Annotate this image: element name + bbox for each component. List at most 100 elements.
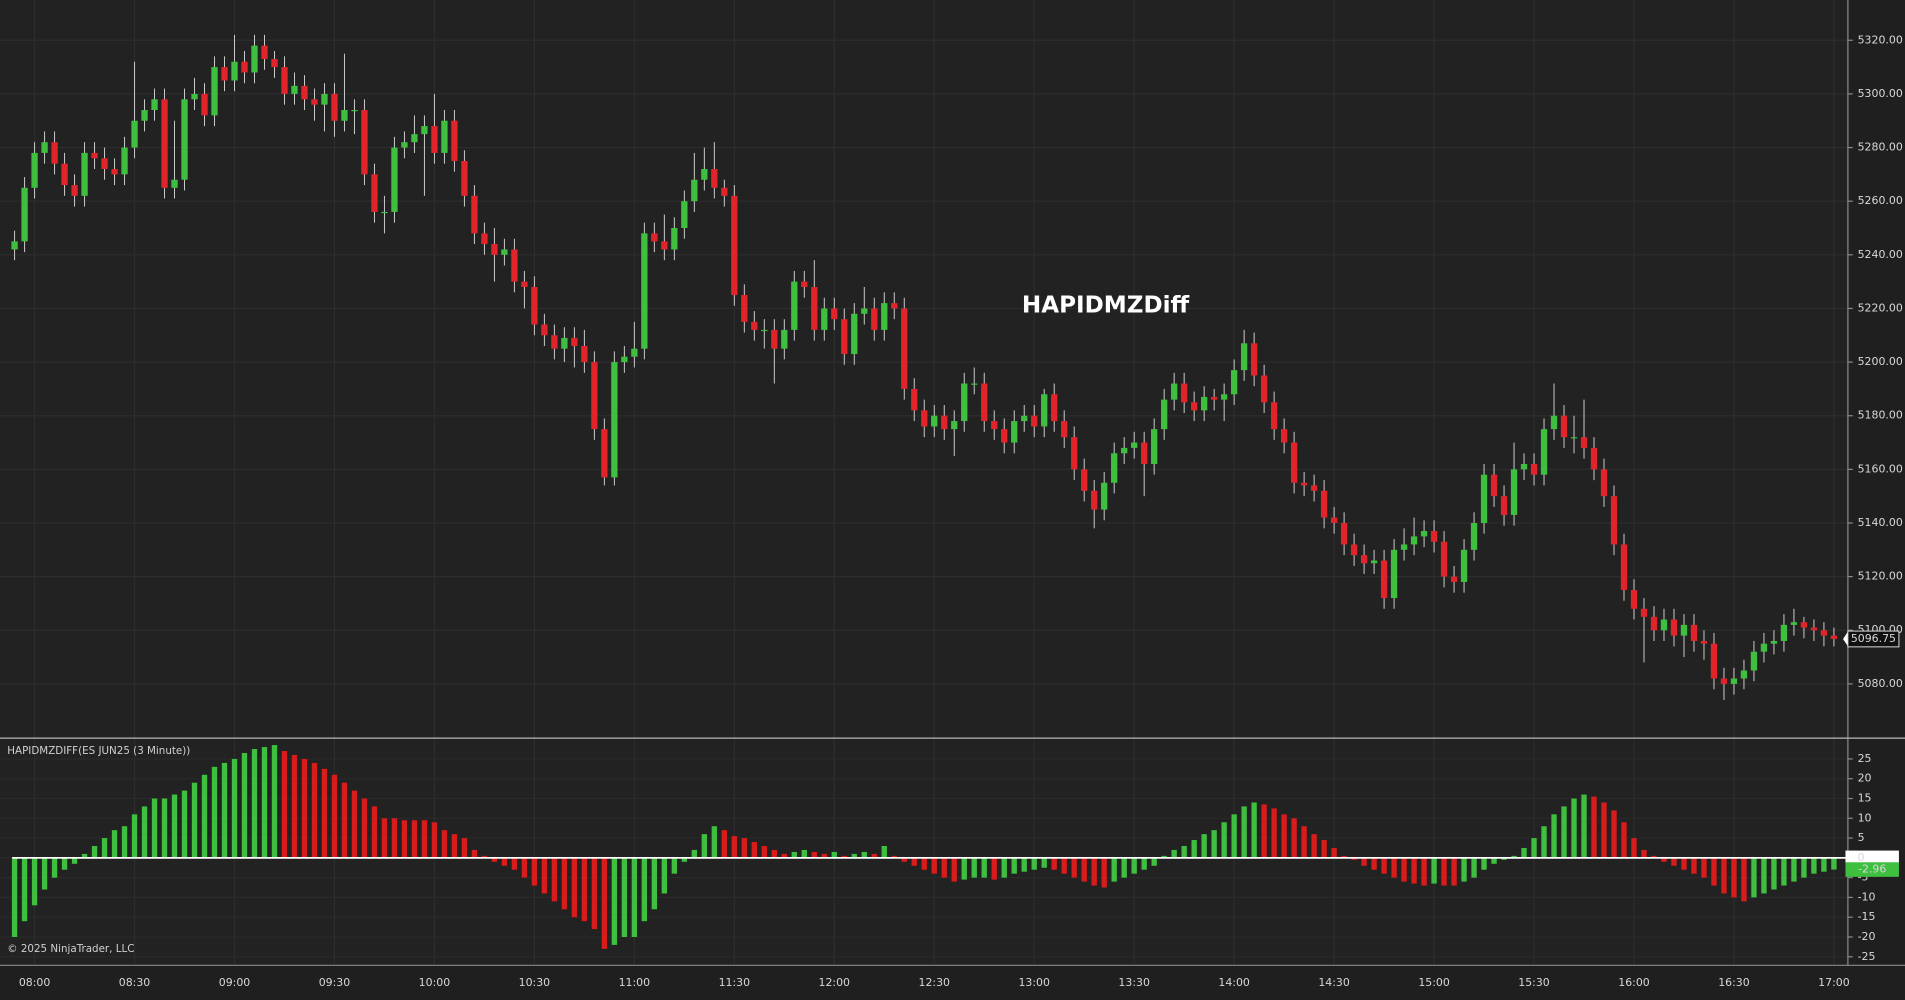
histogram-bar (911, 857, 917, 866)
candle-body (81, 152, 88, 196)
histogram-bar (1221, 822, 1227, 858)
histogram-bar (51, 857, 58, 878)
candle-body (561, 337, 568, 349)
zero-label-box (1845, 850, 1899, 866)
histogram-bar (1751, 857, 1757, 898)
candle-body (1540, 429, 1548, 475)
candle-body (441, 120, 448, 153)
candle-body (1290, 442, 1298, 483)
histogram-bar (1591, 796, 1597, 858)
candle-body (1240, 343, 1248, 371)
histogram-bar (321, 768, 328, 858)
candle-body (1270, 402, 1278, 430)
candle-body (1001, 429, 1008, 443)
x-tick-label: 15:00 (1418, 976, 1450, 989)
candle-body (1420, 531, 1428, 537)
y-tick-label: 0 (1858, 851, 1865, 864)
candle-body (391, 147, 398, 212)
histogram-bar (1031, 857, 1037, 870)
candle-body (1410, 536, 1418, 545)
candle-body (521, 281, 528, 287)
histogram-bar (971, 857, 977, 878)
candle-body (1610, 496, 1618, 545)
candle-body (911, 388, 918, 411)
candle-body (571, 337, 578, 346)
histogram-bar (451, 834, 458, 858)
candle-body (971, 383, 978, 385)
candle-body (1510, 469, 1518, 515)
histogram-bar (1511, 855, 1517, 858)
histogram-bar (1351, 857, 1357, 860)
histogram-bar (331, 774, 338, 858)
last-value-label: -2.96 (1858, 863, 1886, 876)
candle-body (61, 163, 68, 186)
histogram-bar (781, 853, 787, 858)
histogram-bar (551, 857, 558, 902)
histogram-bar (441, 830, 448, 858)
histogram-bar (1321, 840, 1327, 858)
candle-body (1061, 421, 1068, 438)
histogram-bar (1481, 857, 1487, 870)
histogram-bar (1741, 857, 1747, 902)
histogram-bar (1391, 857, 1397, 878)
candle-body (1760, 643, 1768, 652)
y-tick-label: -25 (1858, 950, 1876, 963)
candle-body (181, 99, 188, 180)
histogram-bar (31, 857, 38, 906)
candle-body (1550, 415, 1558, 430)
histogram-bar (621, 857, 628, 937)
candle-body (1280, 429, 1288, 443)
histogram-bar (241, 753, 248, 858)
candle-body (381, 211, 388, 214)
x-tick-label: 09:00 (219, 976, 251, 989)
histogram-bar (91, 845, 98, 858)
copyright: © 2025 NinjaTrader, LLC (7, 943, 134, 955)
histogram-bar (1671, 857, 1677, 866)
candle-body (1440, 541, 1448, 577)
histogram-bar (721, 830, 727, 858)
histogram-bar (1471, 857, 1477, 878)
histogram-bar (391, 818, 398, 858)
histogram-bar (941, 857, 947, 878)
candle-body (961, 383, 968, 422)
candle-body (201, 93, 208, 116)
x-tick-label: 14:00 (1218, 976, 1250, 989)
x-tick-label: 08:00 (19, 976, 51, 989)
candle-body (891, 303, 898, 309)
candle-body (31, 152, 38, 188)
candle-body (1710, 643, 1718, 679)
histogram-bar (981, 857, 987, 878)
candle-body (1790, 622, 1798, 625)
candle-body (1021, 415, 1028, 422)
histogram-bar (311, 762, 318, 858)
price-marker-box (1847, 630, 1900, 648)
x-tick-label: 11:30 (719, 976, 751, 989)
y-tick-label: 5220.00 (1858, 301, 1903, 314)
y-tick-label: 20 (1858, 772, 1872, 785)
candle-body (1570, 437, 1578, 439)
candle-body (981, 383, 988, 422)
histogram-bar (1191, 840, 1197, 858)
y-tick-label: 5080.00 (1858, 677, 1903, 690)
candle-body (321, 93, 328, 105)
candle-body (631, 348, 638, 357)
histogram-bar (1141, 857, 1147, 870)
candle-body (651, 233, 658, 242)
histogram-bar (191, 782, 198, 858)
histogram-bar (351, 790, 358, 858)
histogram-bar (1611, 810, 1617, 858)
histogram-bar (1331, 847, 1337, 858)
y-tick-label: 5140.00 (1858, 516, 1903, 529)
candle-body (581, 345, 588, 363)
histogram-bar (1041, 857, 1047, 868)
histogram-bar (231, 758, 238, 858)
histogram-bar (1061, 857, 1067, 874)
candle-body (1161, 399, 1168, 430)
histogram-bar (751, 842, 757, 858)
histogram-bar (1001, 857, 1007, 878)
candle-body (1680, 624, 1688, 636)
histogram-bar (651, 857, 658, 910)
histogram-bar (521, 857, 528, 878)
histogram-bar (601, 857, 608, 949)
candle-body (711, 169, 718, 188)
